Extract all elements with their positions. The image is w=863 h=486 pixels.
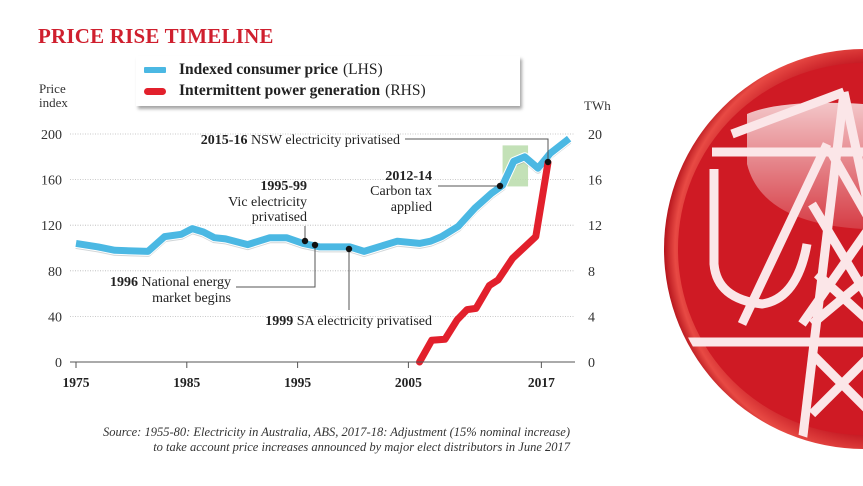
annotation-leader-nem — [236, 245, 316, 288]
annotation-vic-text-1: Vic electricity — [228, 195, 307, 210]
y-left-tick-label: 160 — [41, 174, 62, 189]
x-tick-label: 2017 — [528, 375, 555, 390]
source-line-2: to take account price increases announce… — [153, 440, 570, 454]
y-right-axis-title: TWh — [584, 98, 611, 113]
gridlines — [70, 133, 575, 317]
annotation-sa-privatised: 1999 SA electricity privatised — [265, 314, 432, 329]
y-left-axis-title: Price index — [39, 81, 68, 110]
y-left-tick-label: 120 — [41, 219, 62, 234]
series-outline — [75, 135, 572, 256]
chart-title: PRICE RISE TIMELINE — [38, 24, 274, 48]
y-right-tick-label: 16 — [588, 174, 602, 189]
legend-swatch-price — [144, 67, 166, 73]
y-right-tick-label: 8 — [588, 265, 595, 280]
y-right-tick-label: 20 — [588, 128, 602, 143]
legend-suffix-price: (LHS) — [343, 61, 383, 78]
legend-item-generation: Intermittent power generation (RHS) — [144, 81, 426, 101]
annotation-nsw-privatised: 2015-16 NSW electricity privatised — [201, 133, 400, 148]
source-line-1: Source: 1955-80: Electricity in Australi… — [102, 425, 570, 439]
series-line-price — [75, 135, 572, 255]
x-tick-label: 1985 — [173, 375, 200, 390]
annotation-nem-line-2: market begins — [152, 291, 231, 306]
annotation-vic-year: 1995-99 — [260, 179, 307, 194]
legend-swatch-generation — [144, 87, 166, 95]
annotation-nem-line-1: 1996 National energy — [110, 275, 231, 290]
y-right-tick-label: 12 — [588, 219, 602, 234]
annotations-group: 2015-16 NSW electricity privatised 1995-9… — [110, 133, 552, 329]
power-pylon-icon — [664, 49, 863, 449]
annotation-leader-nsw — [405, 138, 549, 161]
x-tick-label: 1995 — [284, 375, 311, 390]
series-group — [75, 135, 572, 366]
y-left-tick-label: 0 — [55, 356, 62, 371]
x-tick-label: 1975 — [63, 375, 90, 390]
annotation-dot-nsw — [544, 158, 552, 166]
annotation-carbon-text-2: applied — [391, 200, 432, 215]
annotation-dot-vic — [301, 237, 309, 245]
y-left-tick-label: 80 — [48, 265, 62, 280]
y-right-tick-label: 0 — [588, 356, 595, 371]
annotation-dot-nem — [311, 241, 319, 249]
legend-label-price: Indexed consumer price — [179, 61, 339, 78]
legend-suffix-generation: (RHS) — [385, 82, 426, 99]
source-note: Source: 1955-80: Electricity in Australi… — [40, 425, 570, 455]
annotation-carbon-year: 2012-14 — [385, 169, 432, 184]
y-right-tick-label: 4 — [588, 310, 595, 325]
series-line-generation — [416, 159, 552, 366]
annotation-dot-carbon — [496, 182, 504, 190]
legend-label-generation: Intermittent power generation — [179, 82, 381, 99]
legend-item-price: Indexed consumer price (LHS) — [144, 60, 383, 80]
annotation-vic-text-2: privatised — [252, 210, 307, 225]
series-shadow — [75, 137, 572, 257]
y-left-tick-label: 40 — [48, 310, 62, 325]
annotation-carbon-text-1: Carbon tax — [370, 184, 432, 199]
axes-group: 0 40 80 120 160 200 0 4 8 12 16 20 1975 1985 1995 2005 2… — [41, 128, 602, 390]
x-tick-label: 2005 — [395, 375, 422, 390]
legend: Indexed consumer price (LHS) Intermitten… — [136, 56, 520, 106]
annotation-dot-sa — [345, 245, 353, 253]
y-left-tick-label: 200 — [41, 128, 62, 143]
